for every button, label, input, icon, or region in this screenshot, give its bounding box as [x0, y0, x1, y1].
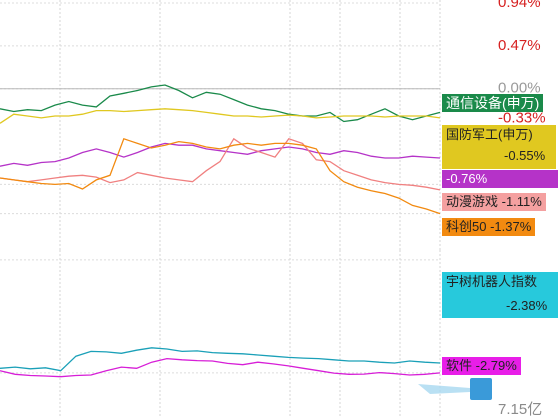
- series-tag-purple-value: -0.76%: [442, 170, 558, 188]
- y-tick-top-0: 0.94%: [498, 0, 541, 11]
- series-line-top-3: [0, 137, 441, 191]
- floating-widget-icon: [470, 378, 492, 400]
- series-line-bottom-0: [0, 347, 441, 372]
- series-tag-yushu-value: -2.38%: [506, 298, 548, 313]
- series-tag-yushu-name: 宇树机器人指数: [446, 274, 538, 289]
- y-tick-top-1: 0.47%: [498, 37, 541, 54]
- series-tag-tongxin: 通信设备(申万): [442, 94, 544, 112]
- series-line-top-2: [0, 142, 441, 167]
- series-line-top-1: [0, 108, 441, 124]
- y-tick-top-overlapped: -0.33%: [498, 110, 546, 127]
- series-line-top-4: [0, 137, 441, 215]
- footer-value: 7.15亿: [498, 401, 542, 416]
- series-tag-kechuang: 科创50 -1.37%: [442, 218, 536, 236]
- series-tag-yushu: 宇树机器人指数 -2.38%: [442, 272, 558, 318]
- series-tag-ruanjian: 软件 -2.79%: [442, 357, 521, 375]
- series-tag-guofang-value: -0.55%: [504, 148, 546, 163]
- series-tag-dongman: 动漫游戏 -1.11%: [442, 193, 546, 211]
- series-tag-guofang: 国防军工(申万) -0.55%: [442, 125, 556, 169]
- y-tick-top-2: 0.00%: [498, 80, 541, 97]
- series-line-bottom-1: [0, 357, 441, 378]
- series-tag-guofang-name: 国防军工(申万): [446, 127, 533, 142]
- floating-widget-swoosh: [418, 384, 470, 394]
